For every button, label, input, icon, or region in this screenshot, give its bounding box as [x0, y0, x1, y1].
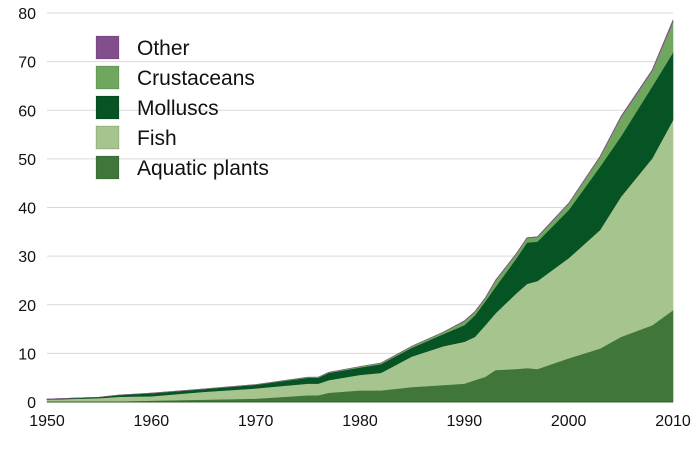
legend-label: Crustaceans: [137, 67, 255, 90]
legend-label: Other: [137, 37, 190, 60]
x-tick-label: 1990: [447, 413, 483, 430]
legend-swatch: [95, 125, 120, 150]
legend-item-crustaceans: Crustaceans: [95, 65, 255, 90]
gridlines: [47, 12, 673, 354]
legend-label: Aquatic plants: [137, 157, 269, 180]
x-tick-label: 1970: [238, 413, 274, 430]
legend-item-fish: Fish: [95, 125, 177, 150]
y-tick-label: 50: [18, 152, 36, 169]
x-tick-label: 1960: [134, 413, 170, 430]
legend-swatch: [95, 95, 120, 120]
x-tick-label: 1950: [29, 413, 65, 430]
area-series: [46, 19, 674, 403]
legend-item-other: Other: [95, 35, 190, 60]
axes: 0 10 20 30 40 50 60 70 80 1950 1960 1970 1980 1990 200…: [18, 6, 691, 430]
x-tick-label: 1980: [342, 413, 378, 430]
area-other: [46, 19, 674, 400]
legend-swatch: [95, 35, 120, 60]
legend: Other Crustaceans Molluscs Fish Aquatic plan…: [95, 35, 269, 180]
legend-swatch: [95, 155, 120, 180]
y-tick-label: 0: [27, 395, 36, 412]
y-tick-label: 40: [18, 201, 36, 218]
y-tick-label: 20: [18, 298, 36, 315]
legend-item-molluscs: Molluscs: [95, 95, 219, 120]
legend-item-aquatic-plants: Aquatic plants: [95, 155, 269, 180]
y-tick-label: 30: [18, 249, 36, 266]
legend-label: Molluscs: [137, 97, 219, 120]
y-tick-label: 60: [18, 103, 36, 120]
y-tick-label: 80: [18, 6, 36, 23]
x-tick-label: 2000: [551, 413, 587, 430]
x-tick-label: 2010: [655, 413, 691, 430]
legend-swatch: [95, 65, 120, 90]
y-tick-label: 10: [18, 346, 36, 363]
y-tick-label: 70: [18, 55, 36, 72]
legend-label: Fish: [137, 127, 177, 150]
